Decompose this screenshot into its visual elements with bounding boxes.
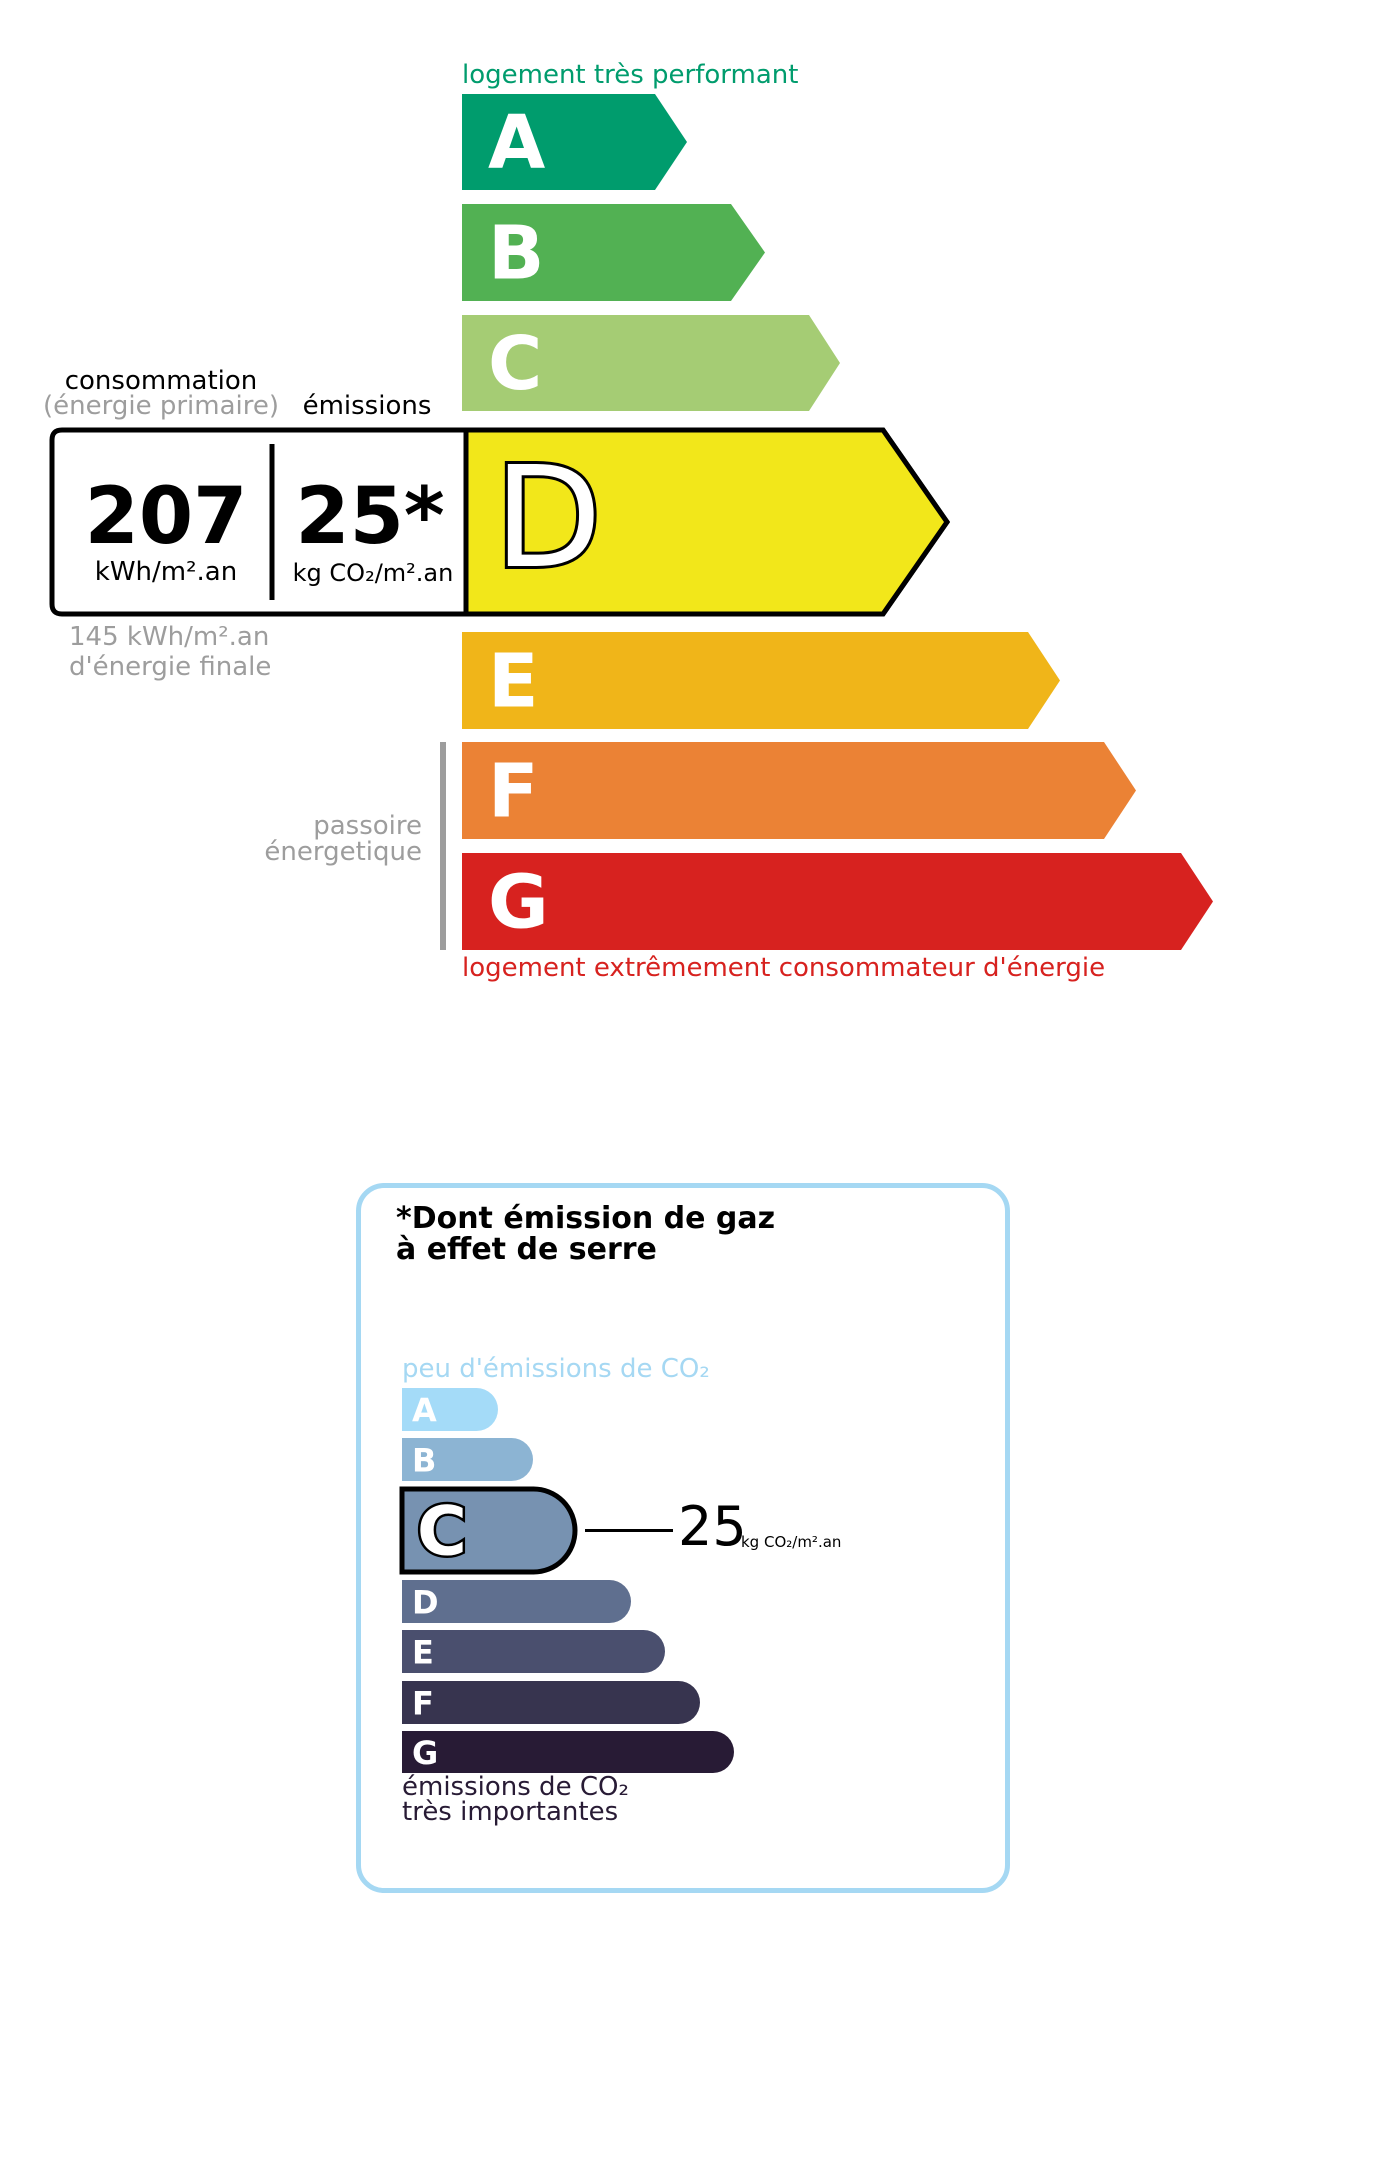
emissions-unit: kg CO₂/m².an bbox=[292, 559, 454, 587]
energy-class-a bbox=[462, 94, 687, 190]
ges-class-letter: B bbox=[412, 1442, 436, 1480]
ges-class-b bbox=[402, 1438, 533, 1481]
ges-class-letter: E bbox=[412, 1634, 434, 1672]
consumption-value: 207 bbox=[84, 472, 248, 562]
energy-class-letter: C bbox=[488, 321, 542, 407]
ges-value: 25 bbox=[678, 1495, 747, 1558]
ges-class-c bbox=[399, 1486, 578, 1575]
ges-class-d bbox=[402, 1580, 631, 1623]
energy-class-d bbox=[463, 427, 951, 617]
ges-bottom-label: émissions de CO₂ très importantes bbox=[402, 1772, 629, 1827]
energy-top-label: logement très performant bbox=[462, 60, 799, 90]
passoire-label: passoire énergetique bbox=[222, 813, 422, 865]
passoire-line1: passoire bbox=[313, 811, 422, 841]
ges-class-f bbox=[402, 1681, 700, 1724]
ges-class-g bbox=[402, 1731, 734, 1773]
energy-class-letter: D bbox=[494, 437, 602, 600]
consumption-unit: kWh/m².an bbox=[94, 557, 238, 587]
emissions-value: 25* bbox=[295, 472, 445, 562]
ges-bottom-line2: très importantes bbox=[402, 1797, 619, 1827]
consumption-label: consommation bbox=[64, 366, 258, 396]
energy-class-letter: B bbox=[488, 211, 544, 297]
energy-class-letter: E bbox=[488, 639, 539, 725]
energy-class-letter: F bbox=[488, 749, 539, 835]
ges-top-label: peu d'émissions de CO₂ bbox=[402, 1354, 710, 1384]
ges-class-letter: G bbox=[412, 1734, 438, 1772]
energy-class-g bbox=[462, 853, 1213, 950]
ges-title-line2: à effet de serre bbox=[396, 1232, 657, 1267]
ges-unit: kg CO₂/m².an bbox=[741, 1533, 842, 1551]
energy-class-b bbox=[462, 204, 765, 301]
energy-bottom-label: logement extrêmement consommateur d'éner… bbox=[462, 953, 1106, 983]
final-energy-label: d'énergie finale bbox=[69, 652, 272, 682]
final-energy-value: 145 kWh/m².an bbox=[69, 622, 270, 652]
passoire-line2: énergetique bbox=[264, 837, 422, 867]
energy-class-e bbox=[462, 632, 1060, 729]
ges-title: *Dont émission de gaz à effet de serre bbox=[396, 1203, 775, 1265]
ges-bottom-line1: émissions de CO₂ bbox=[402, 1772, 629, 1802]
consumption-sublabel: (énergie primaire) bbox=[43, 391, 279, 421]
emissions-label: émissions bbox=[302, 391, 432, 421]
ges-class-letter: A bbox=[412, 1392, 437, 1430]
ges-title-line1: *Dont émission de gaz bbox=[396, 1201, 776, 1236]
ges-class-e bbox=[402, 1630, 665, 1673]
energy-class-c bbox=[462, 315, 840, 411]
ges-class-letter: C bbox=[417, 1493, 467, 1572]
ges-class-a bbox=[402, 1387, 498, 1431]
ges-panel bbox=[356, 1183, 1010, 1893]
energy-class-letter: G bbox=[488, 860, 549, 946]
energy-class-f bbox=[462, 742, 1136, 839]
ges-class-letter: F bbox=[412, 1685, 434, 1723]
passoire-bracket bbox=[440, 742, 446, 950]
energy-class-letter: A bbox=[488, 100, 545, 186]
ges-class-letter: D bbox=[412, 1584, 439, 1622]
